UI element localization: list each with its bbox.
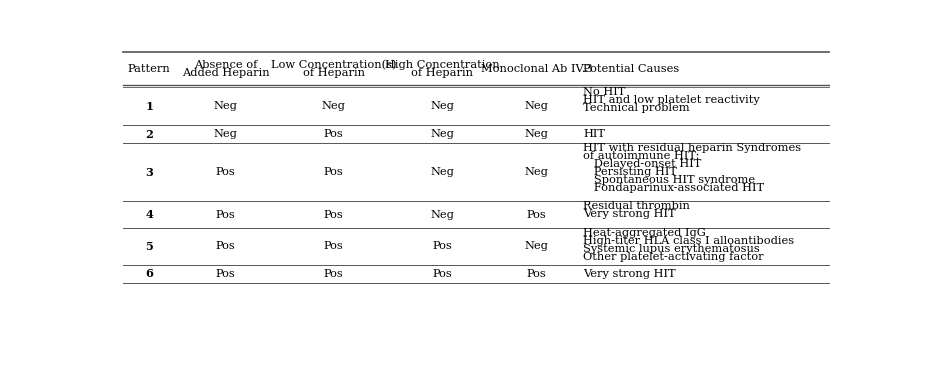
Text: 3: 3 bbox=[145, 167, 153, 178]
Text: Pattern: Pattern bbox=[128, 64, 171, 74]
Text: Pos: Pos bbox=[215, 210, 235, 220]
Text: Systemic lupus erythematosus: Systemic lupus erythematosus bbox=[583, 244, 759, 254]
Text: Neg: Neg bbox=[321, 101, 345, 111]
Text: Pos: Pos bbox=[323, 167, 343, 177]
Text: Pos: Pos bbox=[323, 210, 343, 220]
Text: High-titer HLA class I alloantibodies: High-titer HLA class I alloantibodies bbox=[583, 236, 793, 246]
Text: Very strong HIT: Very strong HIT bbox=[583, 269, 676, 279]
Text: HIT: HIT bbox=[583, 129, 605, 139]
Text: Neg: Neg bbox=[524, 241, 548, 251]
Text: 4: 4 bbox=[145, 209, 153, 220]
Text: Neg: Neg bbox=[524, 101, 548, 111]
Text: Neg: Neg bbox=[213, 101, 238, 111]
Text: of Heparin: of Heparin bbox=[411, 67, 472, 78]
Text: Pos: Pos bbox=[323, 129, 343, 139]
Text: Pos: Pos bbox=[215, 241, 235, 251]
Text: HIT and low platelet reactivity: HIT and low platelet reactivity bbox=[583, 95, 759, 105]
Text: Neg: Neg bbox=[524, 167, 548, 177]
Text: Pos: Pos bbox=[526, 269, 546, 279]
Text: HIT with residual heparin Syndromes: HIT with residual heparin Syndromes bbox=[583, 143, 801, 153]
Text: Pos: Pos bbox=[432, 241, 452, 251]
Text: Residual thrombin: Residual thrombin bbox=[583, 201, 690, 211]
Text: Potential Causes: Potential Causes bbox=[583, 64, 679, 74]
Text: Neg: Neg bbox=[430, 101, 454, 111]
Text: Neg: Neg bbox=[430, 167, 454, 177]
Text: of Heparin: of Heparin bbox=[303, 67, 364, 78]
Text: Heat-aggregated IgG: Heat-aggregated IgG bbox=[583, 228, 705, 238]
Text: Persisting HIT: Persisting HIT bbox=[583, 167, 677, 177]
Text: Other platelet-activating factor: Other platelet-activating factor bbox=[583, 252, 763, 262]
Text: Absence of: Absence of bbox=[194, 60, 257, 70]
Text: High Concentration: High Concentration bbox=[384, 60, 499, 70]
Text: Pos: Pos bbox=[526, 210, 546, 220]
Text: No HIT: No HIT bbox=[583, 87, 625, 97]
Text: Neg: Neg bbox=[430, 210, 454, 220]
Text: Neg: Neg bbox=[213, 129, 238, 139]
Text: Low Concentration(s): Low Concentration(s) bbox=[271, 60, 396, 70]
Text: of autoimmune HIT:: of autoimmune HIT: bbox=[583, 152, 699, 161]
Text: Monoclonal Ab IV.3: Monoclonal Ab IV.3 bbox=[480, 64, 592, 74]
Text: Pos: Pos bbox=[215, 167, 235, 177]
Text: Pos: Pos bbox=[323, 241, 343, 251]
Text: Technical problem: Technical problem bbox=[583, 103, 690, 113]
Text: 5: 5 bbox=[145, 241, 153, 252]
Text: 1: 1 bbox=[145, 101, 153, 112]
Text: Pos: Pos bbox=[323, 269, 343, 279]
Text: Pos: Pos bbox=[215, 269, 235, 279]
Text: Very strong HIT: Very strong HIT bbox=[583, 209, 676, 219]
Text: Neg: Neg bbox=[430, 129, 454, 139]
Text: 6: 6 bbox=[145, 268, 153, 279]
Text: Added Heparin: Added Heparin bbox=[182, 67, 269, 78]
Text: 2: 2 bbox=[145, 129, 153, 140]
Text: Spontaneous HIT syndrome: Spontaneous HIT syndrome bbox=[583, 175, 754, 185]
Text: Delayed-onset HIT: Delayed-onset HIT bbox=[583, 159, 701, 169]
Text: Neg: Neg bbox=[524, 129, 548, 139]
Text: Fondaparinux-associated HIT: Fondaparinux-associated HIT bbox=[583, 183, 764, 193]
Text: Pos: Pos bbox=[432, 269, 452, 279]
